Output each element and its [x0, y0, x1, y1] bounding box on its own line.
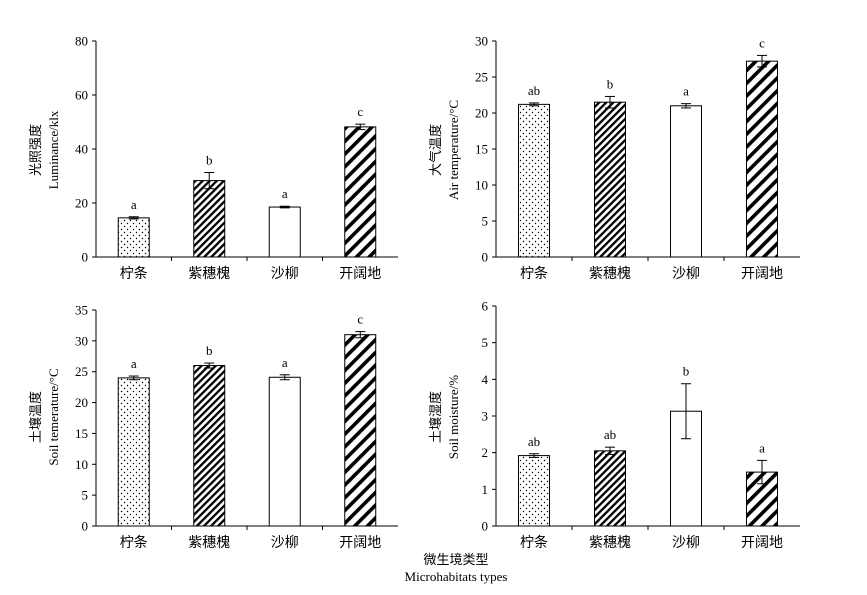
- significance-label: a: [131, 197, 137, 212]
- y-tick-label: 20: [75, 395, 88, 410]
- x-tick-label: 紫穗槐: [589, 266, 631, 282]
- y-tick-label: 5: [482, 214, 489, 229]
- bar: [193, 180, 226, 258]
- bar: [268, 206, 301, 258]
- significance-label: a: [131, 356, 137, 371]
- plot-air-temperature: 0 5 10 15 20 25 30 ab 柠条 b 紫穗槐 a 沙柳 c 开阔地: [475, 34, 800, 282]
- y-axis-label-en: Soil temerature/°C: [46, 368, 61, 465]
- significance-label: ab: [528, 83, 540, 98]
- y-axis-label-cn: 大气温度: [428, 124, 443, 176]
- significance-label: a: [282, 355, 288, 370]
- bar: [268, 376, 301, 527]
- x-axis-title-cn: 微生境类型: [423, 552, 488, 567]
- y-tick-label: 20: [75, 196, 88, 211]
- y-tick-label: 25: [475, 70, 488, 85]
- y-tick-label: 4: [482, 372, 489, 387]
- x-tick-label: 紫穗槐: [188, 266, 230, 282]
- y-tick-label: 5: [482, 335, 489, 350]
- y-axis-label-cn: 光照强度: [28, 124, 43, 176]
- x-tick-label: 紫穗槐: [188, 535, 230, 551]
- y-tick-label: 1: [482, 482, 489, 497]
- bar: [117, 217, 150, 258]
- y-tick-label: 15: [75, 426, 88, 441]
- significance-label: c: [357, 312, 363, 327]
- significance-label: ab: [604, 427, 616, 442]
- y-tick-label: 0: [482, 250, 489, 265]
- plot-soil-temperature: 0 5 10 15 20 25 30 35 a 柠条 b 紫穗槐 a 沙柳 c 开阔地: [75, 303, 398, 551]
- x-tick-label: 开阔地: [741, 535, 783, 551]
- y-tick-label: 0: [82, 250, 89, 265]
- bar: [518, 455, 550, 527]
- plot-soil-moisture: 0 1 2 3 4 5 6 ab 柠条 ab 紫穗槐 b 沙柳 a 开阔地: [482, 299, 800, 551]
- y-axis-label-cn: 土壤温度: [28, 391, 43, 443]
- plot-luminance: 0 20 40 60 80 a 柠条 b 紫穗槐 a 沙柳 c 开阔地: [75, 34, 398, 282]
- significance-label: c: [759, 35, 765, 50]
- y-tick-label: 2: [482, 445, 489, 460]
- x-tick-label: 柠条: [120, 534, 148, 551]
- significance-label: a: [282, 186, 288, 201]
- panel-luminance: 光照强度 Luminance/klx 0 20 40 60 80 a 柠条 b 紫穗槐 a 沙柳 c 开…: [28, 34, 398, 282]
- panel-air-temperature: 大气温度 Air temperature/°C 051015202530ab柠条…: [428, 34, 800, 282]
- x-tick-label: 紫穗槐: [589, 535, 631, 551]
- x-tick-label: 柠条: [120, 265, 148, 282]
- bar: [344, 334, 377, 527]
- y-tick-label: 40: [75, 142, 88, 157]
- bar: [344, 126, 377, 258]
- significance-label: b: [607, 76, 614, 91]
- y-tick-label: 30: [475, 34, 488, 49]
- y-axis-label-en: Air temperature/°C: [446, 100, 461, 200]
- significance-label: a: [683, 84, 689, 99]
- x-tick-label: 开阔地: [339, 535, 381, 551]
- bar: [193, 365, 226, 527]
- bar: [518, 103, 550, 258]
- y-tick-label: 20: [475, 106, 488, 121]
- y-tick-label: 10: [75, 457, 88, 472]
- y-tick-label: 3: [482, 409, 489, 424]
- bar: [594, 450, 626, 527]
- bar: [670, 105, 702, 258]
- y-tick-label: 5: [82, 488, 89, 503]
- y-axis-label-en: Soil moisture/%: [446, 375, 461, 459]
- y-tick-label: 6: [482, 299, 489, 314]
- y-tick-label: 80: [75, 34, 88, 49]
- x-tick-label: 沙柳: [672, 265, 700, 282]
- significance-label: ab: [528, 434, 540, 449]
- y-tick-label: 35: [75, 303, 88, 318]
- x-tick-label: 柠条: [520, 534, 548, 551]
- x-tick-label: 沙柳: [271, 265, 299, 282]
- x-axis-title-en: Microhabitats types: [405, 569, 508, 584]
- y-tick-label: 0: [482, 519, 489, 534]
- y-axis-label-en: Luminance/klx: [46, 110, 61, 189]
- y-tick-label: 0: [82, 519, 89, 534]
- y-tick-label: 25: [75, 364, 88, 379]
- significance-label: b: [206, 152, 213, 167]
- x-tick-label: 开阔地: [741, 266, 783, 282]
- significance-label: b: [683, 364, 690, 379]
- significance-label: c: [357, 104, 363, 119]
- y-axis-label-cn: 土壤湿度: [428, 391, 443, 443]
- panel-soil-moisture: 土壤湿度 Soil moisture/% 0 1 2 3 4 5 6 ab 柠条 ab 紫穗槐 b 沙柳…: [428, 299, 800, 551]
- x-tick-label: 沙柳: [672, 534, 700, 551]
- x-tick-label: 开阔地: [339, 266, 381, 282]
- y-tick-label: 60: [75, 88, 88, 103]
- bar: [746, 60, 778, 258]
- significance-label: b: [206, 343, 213, 358]
- y-tick-label: 10: [475, 178, 488, 193]
- x-tick-label: 柠条: [520, 265, 548, 282]
- panel-soil-temperature: 土壤温度 Soil temerature/°C 0 5 10 15 20 25 30 35 a 柠…: [28, 303, 398, 551]
- x-tick-label: 沙柳: [271, 534, 299, 551]
- y-tick-label: 30: [75, 333, 88, 348]
- significance-label: a: [759, 440, 765, 455]
- y-tick-label: 15: [475, 142, 488, 157]
- bar: [594, 101, 626, 258]
- bar: [117, 377, 150, 527]
